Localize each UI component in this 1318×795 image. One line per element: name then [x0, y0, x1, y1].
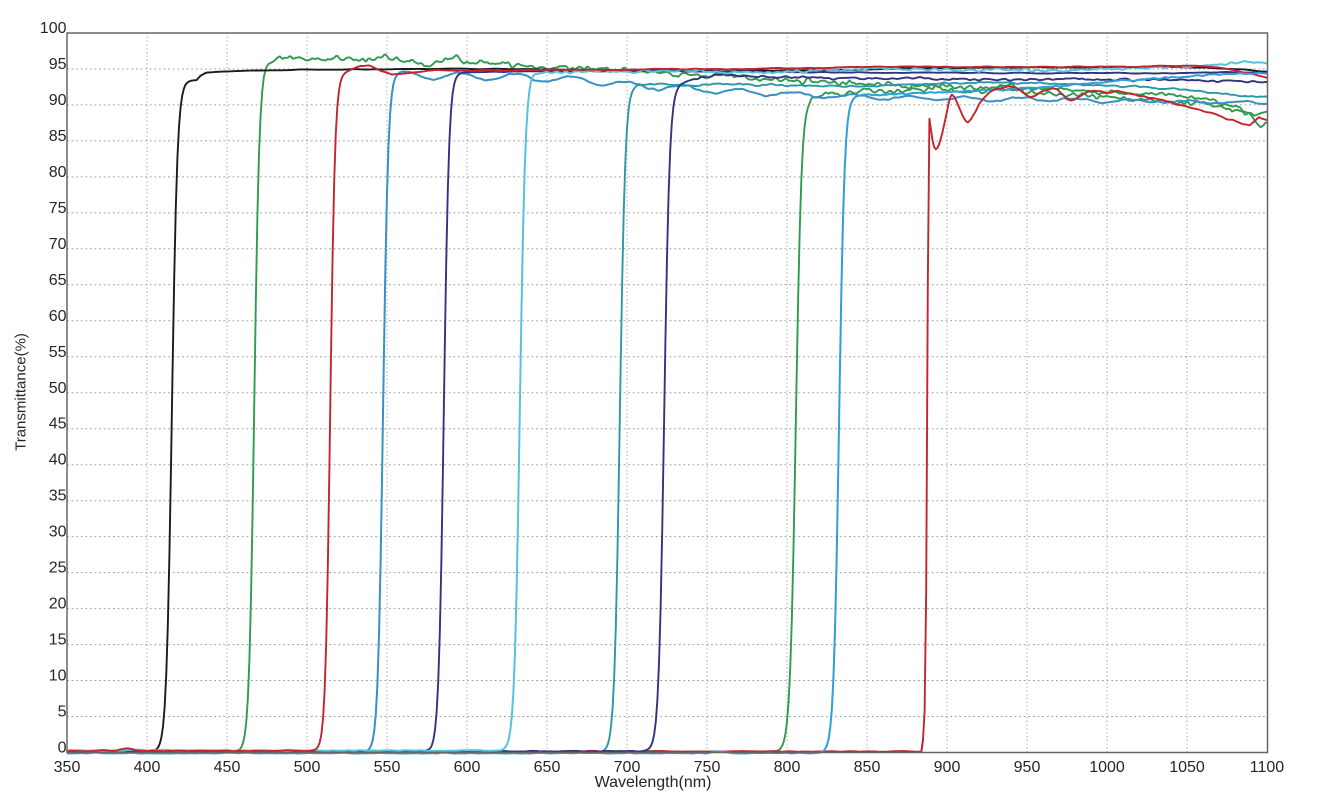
- svg-text:35: 35: [49, 488, 67, 505]
- svg-text:850: 850: [854, 759, 881, 776]
- svg-text:80: 80: [49, 164, 67, 181]
- svg-text:20: 20: [49, 596, 67, 613]
- svg-text:50: 50: [49, 380, 67, 397]
- svg-text:750: 750: [694, 759, 721, 776]
- svg-text:15: 15: [49, 632, 67, 649]
- svg-text:95: 95: [49, 56, 67, 73]
- svg-text:30: 30: [49, 524, 67, 541]
- svg-text:1000: 1000: [1089, 759, 1125, 776]
- svg-text:1100: 1100: [1250, 759, 1285, 776]
- svg-text:25: 25: [49, 560, 67, 577]
- svg-text:40: 40: [49, 452, 67, 469]
- svg-text:800: 800: [774, 759, 801, 776]
- svg-text:350: 350: [54, 759, 81, 776]
- svg-text:75: 75: [49, 200, 67, 217]
- svg-text:55: 55: [49, 344, 67, 361]
- svg-text:900: 900: [934, 759, 961, 776]
- svg-text:600: 600: [454, 759, 481, 776]
- svg-text:450: 450: [214, 759, 241, 776]
- svg-text:1050: 1050: [1169, 759, 1205, 776]
- svg-text:Transmittance(%): Transmittance(%): [13, 333, 30, 451]
- svg-text:85: 85: [49, 128, 67, 145]
- svg-text:Wavelength(nm): Wavelength(nm): [595, 774, 712, 791]
- svg-text:950: 950: [1014, 759, 1041, 776]
- svg-text:60: 60: [49, 308, 67, 325]
- svg-text:550: 550: [374, 759, 401, 776]
- svg-text:65: 65: [49, 272, 67, 289]
- svg-text:700: 700: [614, 759, 641, 776]
- svg-text:70: 70: [49, 236, 67, 253]
- svg-text:45: 45: [49, 416, 67, 433]
- svg-text:10: 10: [49, 668, 67, 685]
- svg-text:5: 5: [58, 704, 67, 721]
- svg-text:90: 90: [49, 92, 67, 109]
- svg-text:100: 100: [40, 20, 67, 37]
- svg-text:400: 400: [134, 759, 161, 776]
- svg-text:500: 500: [294, 759, 321, 776]
- svg-text:650: 650: [534, 759, 561, 776]
- svg-text:0: 0: [58, 740, 67, 757]
